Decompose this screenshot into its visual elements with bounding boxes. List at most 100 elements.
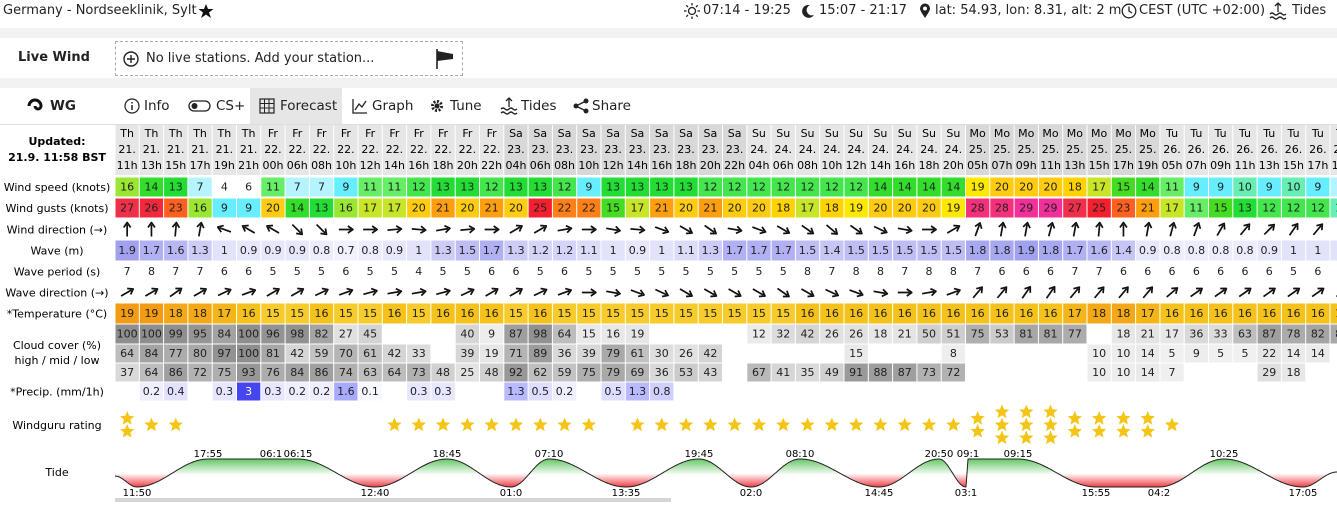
header-hours: 12h [360, 159, 381, 172]
row-label: *Precip. (mm/1h) [10, 386, 104, 399]
header-hours: 16h [651, 159, 672, 172]
header-cell [1330, 125, 1337, 175]
cloud-mid-value: 14 [1311, 347, 1325, 360]
wave-period-value: 8 [926, 265, 933, 278]
direction-arrow [998, 221, 1007, 237]
direction-arrow [338, 287, 354, 296]
header-dates: 26. [1163, 143, 1181, 156]
wave-period-value: 8 [148, 265, 155, 278]
wave-period-value: 7 [172, 265, 179, 278]
wind-speed-value: 13 [655, 181, 669, 194]
wave-value: 1.7 [775, 244, 793, 257]
arrow-shape [849, 224, 863, 235]
cloud-low-value: 76 [266, 366, 280, 379]
header-hours: 11h [117, 159, 138, 172]
header-hours: 00h [262, 159, 283, 172]
header-dates: 21. [143, 143, 161, 156]
wind-gusts-value: 9 [221, 202, 228, 215]
rating [1140, 411, 1155, 438]
header-days: Tu [1262, 127, 1275, 140]
tides-link[interactable]: Tides [1292, 3, 1327, 18]
header-dates: 21. [118, 143, 136, 156]
wind-speed-cell [1306, 177, 1330, 197]
wave-cell [917, 240, 941, 261]
direction-arrow [557, 287, 572, 296]
wind-gusts-cell [164, 198, 188, 218]
cloud-high-cell [795, 324, 820, 344]
header-dates: 23. [677, 143, 695, 156]
arrow-shape [825, 224, 839, 235]
tab-wg[interactable]: WG [50, 98, 76, 114]
add-station-box[interactable]: No live stations. Add your station... [115, 41, 463, 76]
direction-arrow [655, 288, 669, 298]
wind-gusts-value: 12 [1311, 202, 1325, 215]
wind-gusts-value: 25 [533, 202, 547, 215]
direction-arrow [581, 288, 597, 297]
wind-speed-value: 12 [752, 181, 766, 194]
arrow-shape [411, 287, 427, 297]
wave-period-value: 6 [245, 265, 252, 278]
wind-speed-value: 11 [1165, 181, 1179, 194]
tab-graph[interactable]: Graph [372, 98, 414, 114]
arrow-shape [704, 224, 717, 235]
cloud-low-value: 43 [703, 366, 717, 379]
star [1067, 424, 1082, 438]
temperature-cell [382, 303, 407, 324]
wind-speed-value: 14 [898, 181, 912, 194]
wind-speed-value: 9 [1266, 181, 1273, 194]
tab-cs[interactable]: CS+ [216, 98, 246, 114]
arrow-shape [679, 225, 693, 235]
wind-gusts-cell [1330, 198, 1337, 218]
temperature-cell [990, 303, 1014, 324]
header-cell [261, 125, 285, 175]
wave-period-value: 5 [367, 265, 374, 278]
windsock-icon [436, 49, 453, 69]
direction-arrow [873, 288, 889, 298]
header-dates: 22. [434, 143, 452, 156]
cloud-mid-cell [212, 344, 236, 363]
cloud-mid-cell [188, 344, 212, 363]
favorite-star[interactable] [198, 3, 214, 19]
direction-arrow [460, 225, 476, 234]
cloud-mid-cell [115, 344, 139, 363]
wind-speed-value: 9 [1193, 181, 1200, 194]
header-dates: 22. [264, 143, 282, 156]
header-dates: 26. [1212, 143, 1230, 156]
header-dates: 25. [1090, 143, 1108, 156]
arrow-shape [1069, 286, 1081, 299]
temperature-value: 16 [801, 307, 815, 320]
arrow-shape [1263, 287, 1276, 298]
direction-arrow [728, 288, 742, 298]
precip-value: 0.5 [532, 385, 550, 398]
star [387, 417, 402, 432]
tide-high-label: 06:1 [260, 449, 282, 460]
cloud-low-value: 14 [1141, 366, 1155, 379]
header-dates: 23. [629, 143, 647, 156]
row-label: high / mid / low [15, 354, 100, 367]
cloud-high-value: 26 [825, 328, 839, 341]
wave-cell [261, 240, 285, 261]
separator [0, 124, 1337, 125]
cloud-high-value: 12 [752, 328, 766, 341]
header-dates: 25. [1042, 143, 1060, 156]
temperature-value: 16 [1214, 307, 1228, 320]
wave-period-cell [1136, 261, 1160, 282]
wind-gusts-value: 27 [1068, 202, 1082, 215]
tab-tune[interactable]: Tune [450, 98, 482, 114]
cloud-high-cell [868, 324, 893, 344]
direction-arrow [290, 287, 305, 297]
wind-speed-value: 14 [1141, 181, 1155, 194]
tab-info[interactable]: Info [144, 98, 170, 114]
direction-arrow [241, 224, 256, 234]
tab-tides[interactable]: Tides [521, 98, 557, 114]
tab-share[interactable]: Share [592, 98, 631, 114]
header-hours: 19h [1332, 159, 1337, 172]
wind-speed-cell [1063, 177, 1087, 197]
arrow-shape [1071, 221, 1080, 237]
header-days: Su [801, 127, 815, 140]
wave-value: 0.9 [1261, 244, 1279, 257]
tab-forecast[interactable]: Forecast [280, 98, 338, 114]
wave-cell [1184, 240, 1208, 261]
cloud-high-value: 84 [217, 328, 231, 341]
wind-gusts-cell [1087, 198, 1111, 218]
